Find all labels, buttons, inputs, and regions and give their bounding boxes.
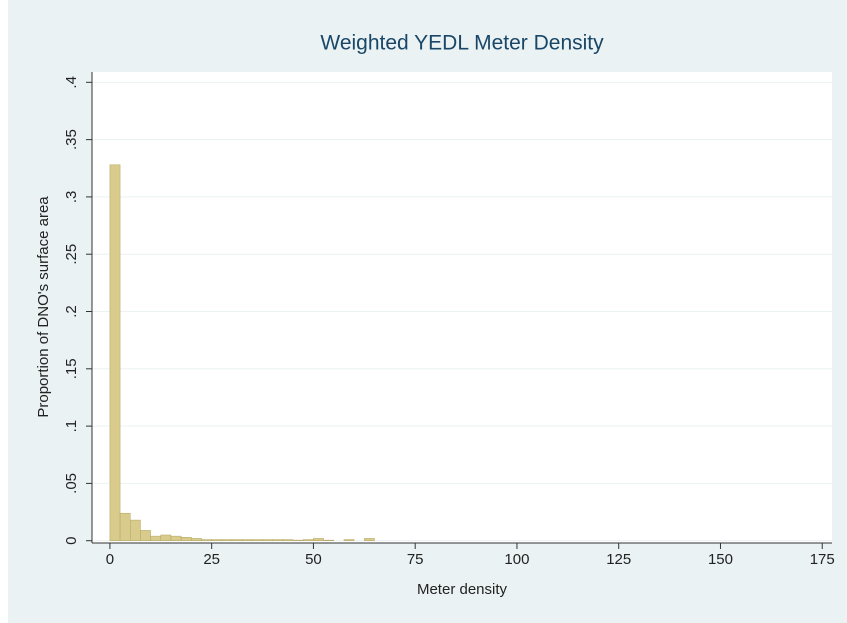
y-tick-label: .4 [63, 76, 80, 89]
bar [130, 519, 141, 541]
bar [313, 538, 324, 541]
y-tick-label: .2 [63, 305, 80, 318]
y-tick-label: .05 [63, 473, 80, 494]
bar [343, 539, 355, 541]
x-tick-label: 175 [810, 551, 835, 568]
x-tick-label: 25 [203, 551, 220, 568]
x-tick-label: 0 [106, 551, 114, 568]
y-tick-label: .35 [63, 129, 80, 150]
bar [119, 512, 131, 541]
y-tick-label: 0 [63, 537, 80, 545]
bar [170, 535, 182, 541]
x-axis-label: Meter density [417, 581, 508, 598]
x-tick-label: 50 [305, 551, 322, 568]
y-tick-label: .3 [63, 191, 80, 204]
chart-title: Weighted YEDL Meter Density [320, 32, 604, 55]
y-tick-label: .1 [63, 420, 80, 433]
plot-area [92, 72, 832, 543]
bar [201, 539, 212, 541]
bar [140, 530, 151, 541]
bar [364, 538, 375, 541]
bar [262, 539, 273, 541]
bar [180, 537, 192, 541]
bar [303, 539, 314, 541]
x-tick-label: 125 [606, 551, 631, 568]
bar [252, 539, 263, 541]
bar [272, 539, 284, 541]
bar [292, 539, 304, 541]
bar [191, 538, 202, 541]
bar [150, 535, 162, 541]
x-tick-label: 100 [504, 551, 529, 568]
bar [211, 539, 223, 541]
bar [231, 539, 243, 541]
x-tick-label: 75 [407, 551, 424, 568]
y-tick-label: .15 [63, 358, 80, 379]
bar [323, 539, 335, 541]
bar [221, 539, 233, 541]
x-tick-label: 150 [708, 551, 733, 568]
bar [282, 539, 294, 541]
y-axis-label: Proportion of DNO's surface area [35, 196, 52, 418]
bar [241, 539, 253, 541]
bar [109, 164, 121, 541]
y-tick-label: .25 [63, 244, 80, 265]
bar [160, 534, 172, 541]
